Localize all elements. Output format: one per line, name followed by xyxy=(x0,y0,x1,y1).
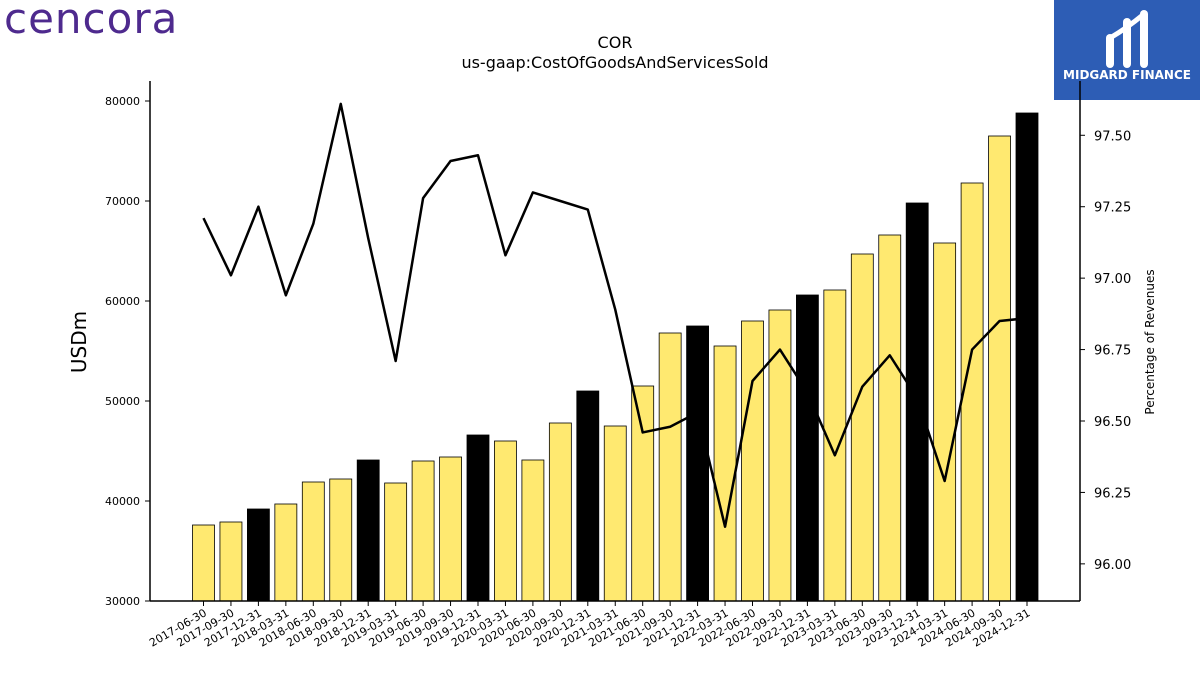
bar-2020-12-31 xyxy=(576,390,600,602)
y2-axis-label: Percentage of Revenues xyxy=(1143,269,1157,414)
y-tick-label: 30000 xyxy=(105,595,140,608)
y2-tick-label: 97.25 xyxy=(1094,201,1131,216)
midgard-emblem-icon xyxy=(1106,10,1148,68)
bar-2020-06-30 xyxy=(521,459,545,602)
bar-2023-03-31 xyxy=(823,289,847,602)
bar-2022-06-30 xyxy=(741,320,764,602)
y2-tick-label: 96.25 xyxy=(1094,486,1131,501)
bar-2018-09-30 xyxy=(329,478,353,602)
bar-2019-03-31 xyxy=(384,482,408,602)
y-axis-label: USDm xyxy=(67,311,91,373)
bar-2020-09-30 xyxy=(548,422,572,602)
bar-2017-06-30 xyxy=(192,524,215,602)
y-tick-label: 80000 xyxy=(105,95,140,108)
chart-title: COR xyxy=(597,33,633,52)
bar-2021-06-30 xyxy=(631,385,655,602)
bar-2022-09-30 xyxy=(768,309,792,602)
bar-2024-09-30 xyxy=(988,135,1011,602)
bar-2017-12-31 xyxy=(246,508,270,602)
y-tick-label: 60000 xyxy=(105,295,140,308)
bar-2019-06-30 xyxy=(411,460,435,602)
bar-2017-09-30 xyxy=(219,521,243,602)
chart-subtitle: us-gaap:CostOfGoodsAndServicesSold xyxy=(461,53,769,72)
bar-2021-12-31 xyxy=(686,325,709,602)
bar-2018-12-31 xyxy=(356,459,380,602)
y2-tick-label: 97.00 xyxy=(1094,272,1131,287)
midgard-finance-logo: MIDGARD FINANCE xyxy=(1054,0,1200,100)
y-tick-label: 70000 xyxy=(105,195,140,208)
bar-2023-06-30 xyxy=(850,253,874,602)
midgard-finance-label: MIDGARD FINANCE xyxy=(1063,68,1191,82)
bar-2022-12-31 xyxy=(796,294,819,602)
bar-2019-09-30 xyxy=(439,456,462,602)
bar-2020-03-31 xyxy=(494,440,517,602)
cencora-logo: cencora xyxy=(4,0,179,43)
bar-2022-03-31 xyxy=(713,345,737,602)
bar-2023-09-30 xyxy=(878,234,902,602)
y2-tick-label: 96.75 xyxy=(1094,344,1131,359)
bar-2018-03-31 xyxy=(274,503,298,602)
bar-2021-09-30 xyxy=(658,332,682,602)
y-tick-label: 50000 xyxy=(105,395,140,408)
y2-tick-label: 96.50 xyxy=(1094,415,1131,430)
bar-2024-12-31 xyxy=(1015,112,1039,602)
y2-tick-label: 97.50 xyxy=(1094,129,1131,144)
bar-2021-03-31 xyxy=(603,425,627,602)
bar-2018-06-30 xyxy=(301,481,325,602)
y2-tick-label: 96.00 xyxy=(1094,558,1131,573)
bar-2024-03-31 xyxy=(933,242,957,602)
bar-2019-12-31 xyxy=(466,434,490,602)
y-tick-label: 40000 xyxy=(105,495,140,508)
